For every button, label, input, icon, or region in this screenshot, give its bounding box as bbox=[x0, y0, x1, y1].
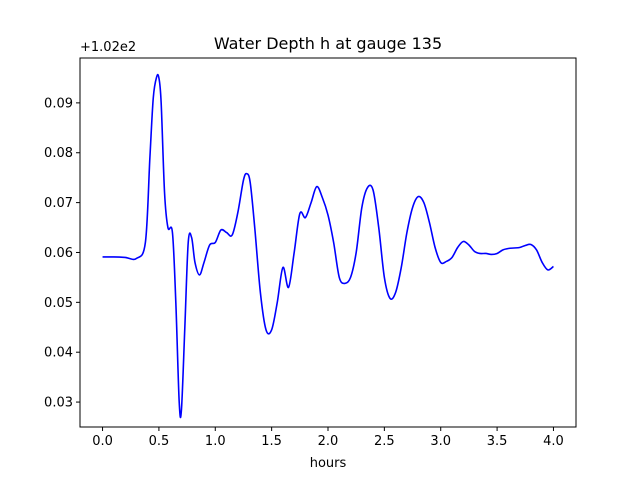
x-tick-label: 0.0 bbox=[92, 434, 113, 449]
y-tick-label: 0.04 bbox=[44, 346, 73, 361]
x-tick-label: 2.0 bbox=[318, 434, 339, 449]
chart-title: Water Depth h at gauge 135 bbox=[214, 34, 442, 53]
series-line-0 bbox=[102, 73, 554, 419]
y-axis-ticks: 0.03 0.04 0.05 0.06 0.07 0.08 0.09 bbox=[44, 96, 80, 411]
x-tick-label: 3.5 bbox=[487, 434, 508, 449]
y-tick-label: 0.09 bbox=[44, 96, 73, 111]
x-tick-label: 2.5 bbox=[374, 434, 395, 449]
x-tick-label: 0.5 bbox=[149, 434, 170, 449]
x-tick-label: 1.0 bbox=[205, 434, 226, 449]
y-tick-label: 0.08 bbox=[44, 146, 73, 161]
plot-area bbox=[102, 73, 554, 419]
x-tick-label: 3.0 bbox=[430, 434, 451, 449]
x-axis-label: hours bbox=[310, 456, 347, 471]
x-tick-label: 1.5 bbox=[261, 434, 282, 449]
y-tick-label: 0.07 bbox=[44, 196, 73, 211]
y-tick-label: 0.03 bbox=[44, 396, 73, 411]
x-tick-label: 4.0 bbox=[543, 434, 564, 449]
y-tick-label: 0.05 bbox=[44, 296, 73, 311]
x-axis-ticks: 0.0 0.5 1.0 1.5 2.0 2.5 3.0 3.5 4.0 bbox=[92, 427, 564, 449]
y-offset-label: +1.02e2 bbox=[80, 40, 136, 55]
y-tick-label: 0.06 bbox=[44, 246, 73, 261]
